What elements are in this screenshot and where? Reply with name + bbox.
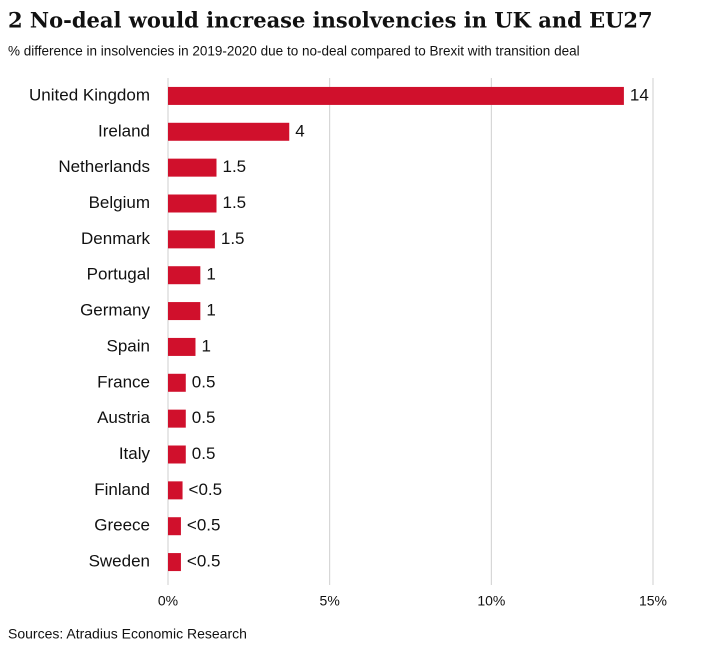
value-label: 1.5 [221,229,245,248]
value-label: 1.5 [223,193,247,212]
y-tick-label: Spain [107,336,150,355]
value-label: <0.5 [187,516,221,535]
bar [168,553,181,572]
bar [168,194,217,213]
y-tick-label: Sweden [89,552,150,571]
value-label: 1 [201,336,210,355]
y-tick-label: United Kingdom [29,85,150,104]
y-tick-label: Ireland [98,121,150,140]
y-tick-label: Portugal [87,265,150,284]
bar [168,86,624,105]
bar [168,517,181,536]
chart-subtitle: % difference in insolvencies in 2019-202… [8,44,580,59]
y-tick-label: Italy [119,444,151,463]
x-tick-label: 5% [320,593,340,609]
value-label: 0.5 [192,444,216,463]
bar [168,302,201,321]
y-tick-label: France [97,372,150,391]
source: Sources: Atradius Economic Research [8,626,247,642]
value-label: <0.5 [187,552,221,571]
value-label: 0.5 [192,372,216,391]
chart-title: 2 No-deal would increase insolvencies in… [8,8,653,33]
y-tick-label: Austria [97,408,150,427]
y-tick-label: Netherlands [58,157,150,176]
bar [168,158,217,177]
value-label: 4 [295,121,304,140]
value-label: 0.5 [192,408,216,427]
bar [168,266,201,285]
x-tick-label: 10% [477,593,505,609]
value-label: 1.5 [223,157,247,176]
y-tick-label: Germany [80,301,150,320]
x-tick-label: 0% [158,593,178,609]
x-tick-label: 15% [639,593,667,609]
bar [168,337,196,356]
value-label: 14 [630,85,649,104]
value-label: 1 [206,301,215,320]
value-label: 1 [206,265,215,284]
bar [168,230,215,249]
y-tick-label: Greece [94,516,150,535]
y-tick-label: Finland [94,480,150,499]
bar [168,122,290,141]
bar [168,409,186,428]
bar [168,481,183,500]
y-tick-label: Belgium [89,193,150,212]
bar [168,373,186,392]
value-label: <0.5 [189,480,223,499]
y-tick-label: Denmark [81,229,150,248]
bar [168,445,186,464]
